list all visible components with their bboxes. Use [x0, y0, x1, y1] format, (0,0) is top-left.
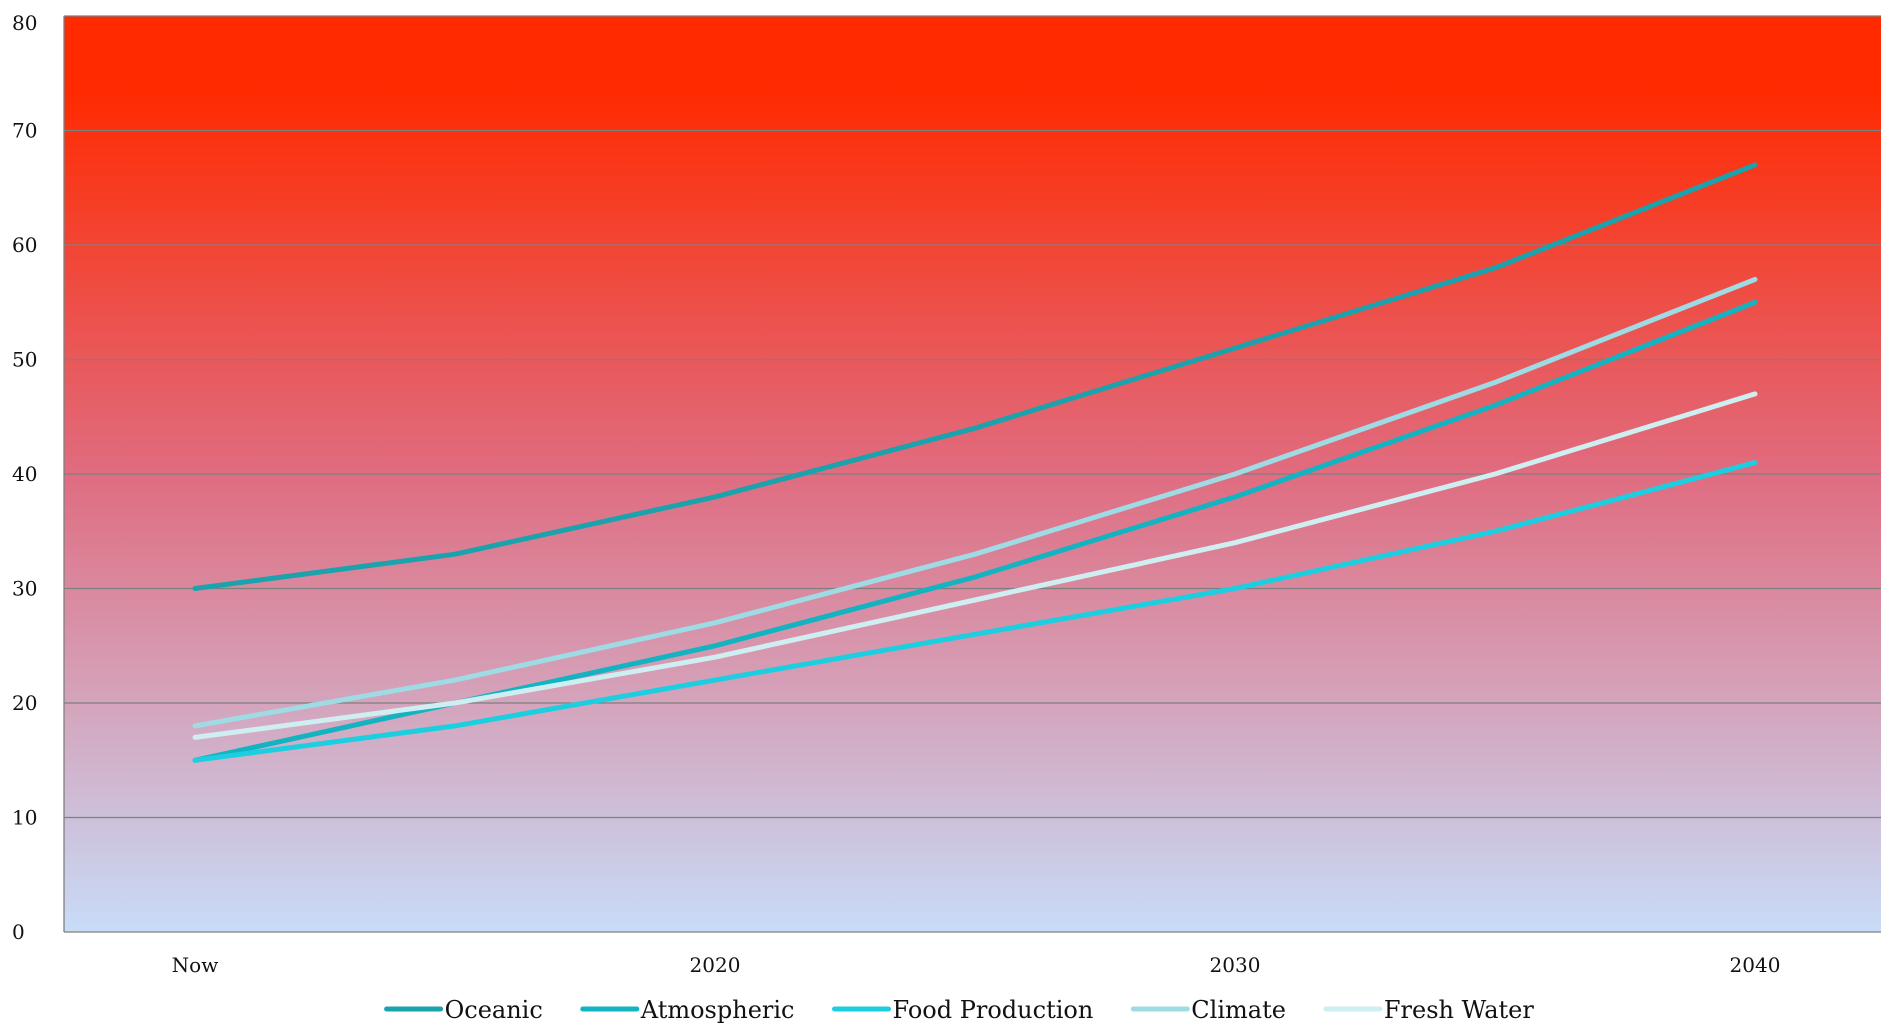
- legend-item: Oceanic: [384, 996, 543, 1024]
- y-axis: 0 10 20 30 40 50 60 70 80: [12, 11, 65, 944]
- x-tick-label: 2040: [1730, 953, 1781, 977]
- legend-item: Climate: [1130, 996, 1286, 1024]
- legend-label: Atmospheric: [640, 996, 795, 1024]
- legend-item: Atmospheric: [580, 996, 795, 1024]
- y-tick-label: 60: [12, 233, 37, 257]
- legend-label: Oceanic: [445, 996, 543, 1024]
- y-tick-label: 70: [12, 119, 37, 143]
- series-lines: [192, 162, 1758, 763]
- y-tick-label: 80: [12, 11, 37, 35]
- legend-item: Food Production: [832, 996, 1094, 1024]
- x-tick-label: 2020: [690, 953, 741, 977]
- legend-label: Fresh Water: [1384, 996, 1534, 1024]
- y-tick-label: 20: [12, 691, 37, 715]
- x-tick-label: 2030: [1210, 953, 1261, 977]
- y-tick-label: 40: [12, 462, 37, 486]
- y-tick-label: 50: [12, 348, 37, 372]
- x-tick-label: Now: [172, 953, 219, 977]
- y-tick-label: 30: [12, 577, 37, 601]
- legend: Oceanic Atmospheric Food Production Climate…: [384, 996, 1534, 1024]
- gridlines: [64, 15, 1881, 933]
- legend-label: Climate: [1191, 996, 1286, 1024]
- x-axis: Now 2020 2030 2040: [172, 953, 1781, 977]
- series-line-food-production: [192, 460, 1758, 763]
- series-line-oceanic: [192, 162, 1758, 591]
- series-line-fresh-water: [192, 391, 1758, 740]
- y-tick-label: 0: [12, 920, 25, 944]
- legend-item: Fresh Water: [1323, 996, 1534, 1024]
- series-line-climate: [192, 276, 1758, 729]
- legend-label: Food Production: [893, 996, 1094, 1024]
- y-tick-label: 10: [12, 806, 37, 830]
